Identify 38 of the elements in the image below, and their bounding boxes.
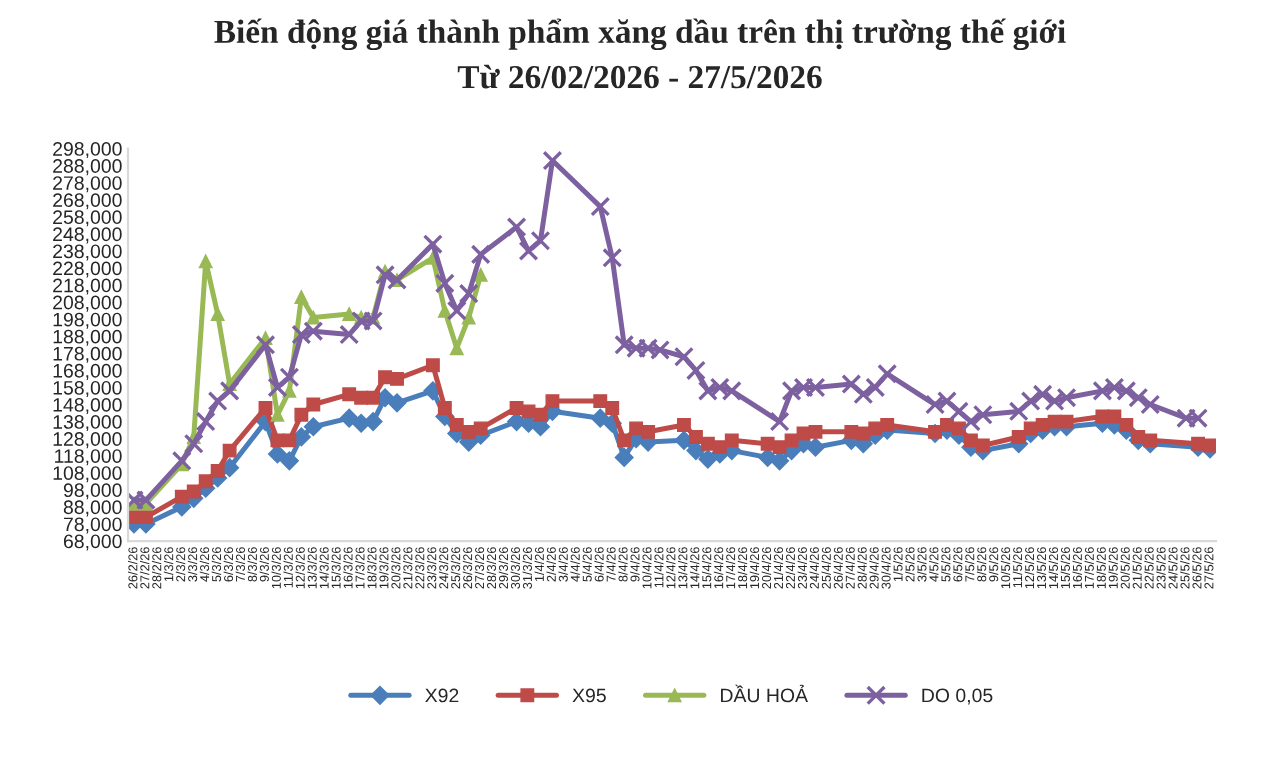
y-tick-label: 108,000 — [53, 466, 122, 483]
legend-label: DO 0,05 — [922, 688, 993, 705]
y-tick-label: 68,000 — [63, 534, 122, 551]
point — [294, 290, 309, 304]
y-tick-label: 138,000 — [53, 415, 122, 432]
y-tick-label: 268,000 — [53, 193, 122, 210]
y-tick-label: 188,000 — [53, 329, 122, 346]
point — [437, 303, 452, 318]
legend-label: X95 — [572, 688, 606, 703]
legend-label: X92 — [425, 688, 459, 703]
point — [473, 267, 488, 282]
y-tick-label: 148,000 — [53, 397, 122, 415]
y-tick-label: 228,000 — [53, 261, 122, 278]
y-tick-label: 118,000 — [55, 449, 122, 466]
y-tick-label: 278,000 — [53, 176, 122, 193]
y-tick-label: 238,000 — [53, 244, 122, 261]
legend-label: DẦU HOẢ — [721, 684, 808, 703]
chart-title: Biến động giá thành phẩm xăng dầu trên thị trường thế giới — [214, 18, 1066, 51]
point — [210, 307, 225, 322]
y-tick-label: 78,000 — [63, 517, 122, 534]
point — [461, 310, 476, 325]
y-tick-label: 168,000 — [53, 363, 122, 380]
y-tick-label: 178,000 — [53, 346, 122, 363]
y-tick-label: 128,000 — [53, 432, 122, 449]
y-tick-label: 288,000 — [53, 159, 122, 176]
chart-subtitle: Từ 26/02/2026 - 27/5/2026 — [457, 64, 822, 89]
y-tick-label: 218,000 — [53, 278, 122, 295]
point — [198, 254, 213, 269]
point — [342, 307, 357, 322]
y-tick-label: 298,000 — [53, 142, 122, 159]
point — [306, 310, 321, 325]
y-tick-label: 98,000 — [63, 483, 122, 500]
y-tick-label: 248,000 — [53, 227, 122, 244]
y-tick-label: 88,000 — [63, 500, 122, 517]
y-tick-label: 208,000 — [53, 295, 122, 312]
y-tick-label: 158,000 — [53, 380, 122, 397]
y-tick-label: 198,000 — [53, 312, 122, 329]
y-tick-label: 258,000 — [53, 210, 122, 227]
